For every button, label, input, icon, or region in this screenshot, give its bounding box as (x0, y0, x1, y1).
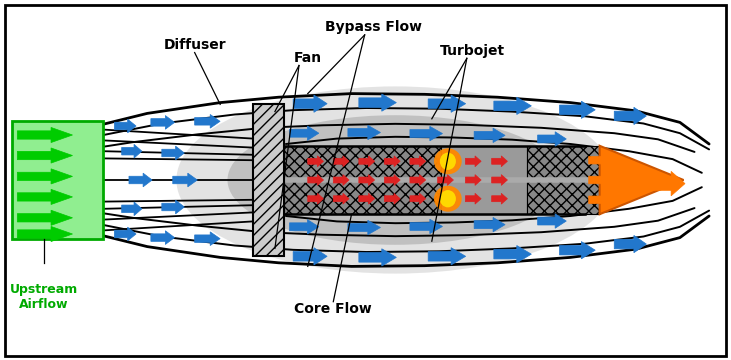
FancyArrow shape (308, 175, 324, 185)
Text: Fan: Fan (294, 51, 322, 65)
FancyArrow shape (121, 202, 142, 216)
Ellipse shape (227, 115, 563, 245)
FancyArrow shape (151, 116, 175, 129)
FancyArrow shape (289, 220, 319, 234)
FancyArrow shape (333, 193, 349, 204)
FancyArrow shape (333, 175, 349, 185)
FancyArrow shape (114, 119, 136, 133)
FancyArrow shape (293, 248, 327, 265)
FancyArrow shape (18, 189, 72, 204)
FancyArrow shape (348, 125, 380, 140)
FancyArrow shape (537, 132, 567, 146)
FancyArrow shape (466, 175, 481, 185)
FancyArrow shape (614, 107, 646, 125)
FancyArrow shape (410, 219, 442, 234)
FancyArrow shape (410, 193, 425, 204)
Ellipse shape (176, 86, 614, 274)
FancyArrow shape (308, 156, 324, 167)
FancyArrow shape (385, 156, 400, 167)
FancyArrow shape (438, 193, 453, 204)
FancyArrow shape (385, 175, 400, 185)
Bar (284, 146, 585, 214)
FancyArrow shape (18, 127, 72, 143)
FancyArrow shape (289, 126, 319, 140)
FancyArrow shape (194, 114, 220, 128)
Bar (441, 146, 526, 214)
Ellipse shape (434, 148, 462, 174)
FancyArrow shape (494, 97, 531, 114)
Bar (12, 121, 103, 239)
FancyArrow shape (308, 193, 324, 204)
Text: Upstream
Airflow: Upstream Airflow (10, 283, 77, 311)
FancyArrow shape (359, 193, 374, 204)
FancyArrow shape (410, 156, 425, 167)
FancyArrow shape (194, 232, 220, 246)
FancyArrow shape (333, 156, 349, 167)
Bar (526, 146, 599, 214)
FancyArrow shape (359, 156, 374, 167)
FancyArrow shape (588, 193, 618, 207)
FancyArrow shape (438, 175, 453, 185)
Ellipse shape (440, 190, 456, 207)
FancyArrow shape (121, 144, 142, 158)
FancyArrow shape (359, 249, 396, 266)
FancyArrow shape (410, 126, 442, 141)
FancyArrow shape (18, 148, 72, 163)
FancyArrow shape (614, 235, 646, 253)
Text: Turbojet: Turbojet (439, 44, 504, 58)
FancyArrow shape (428, 95, 466, 112)
FancyArrow shape (293, 95, 327, 112)
FancyArrow shape (537, 214, 567, 228)
FancyArrow shape (492, 193, 507, 204)
FancyArrow shape (151, 231, 175, 244)
FancyArrow shape (588, 153, 618, 167)
FancyArrow shape (428, 248, 466, 265)
FancyArrow shape (162, 146, 184, 160)
FancyArrow shape (618, 183, 647, 197)
FancyArrow shape (588, 173, 618, 187)
FancyArrow shape (173, 173, 197, 187)
FancyArrow shape (114, 227, 136, 241)
Bar (253, 104, 284, 256)
FancyArrow shape (385, 193, 400, 204)
FancyArrow shape (129, 173, 152, 187)
Text: Core Flow: Core Flow (295, 302, 372, 316)
FancyArrow shape (466, 193, 481, 204)
FancyArrow shape (474, 128, 505, 143)
Bar (284, 146, 441, 214)
FancyArrow shape (18, 226, 72, 242)
FancyArrow shape (359, 94, 396, 111)
Ellipse shape (434, 186, 462, 212)
FancyArrow shape (649, 171, 685, 196)
FancyArrow shape (359, 175, 374, 185)
FancyArrow shape (162, 200, 184, 214)
FancyArrow shape (474, 217, 505, 232)
FancyArrow shape (410, 175, 425, 185)
FancyArrow shape (466, 156, 481, 167)
FancyArrow shape (492, 175, 507, 185)
Polygon shape (599, 146, 683, 214)
FancyArrow shape (438, 156, 453, 167)
Text: Bypass Flow: Bypass Flow (325, 20, 422, 34)
FancyArrow shape (492, 156, 507, 167)
FancyArrow shape (559, 101, 595, 118)
FancyArrow shape (18, 169, 72, 184)
FancyArrow shape (494, 246, 531, 263)
FancyArrow shape (348, 220, 380, 235)
Ellipse shape (440, 153, 456, 170)
Text: Diffuser: Diffuser (163, 38, 226, 52)
FancyArrow shape (559, 242, 595, 259)
FancyArrow shape (618, 163, 647, 177)
FancyArrow shape (18, 210, 72, 225)
